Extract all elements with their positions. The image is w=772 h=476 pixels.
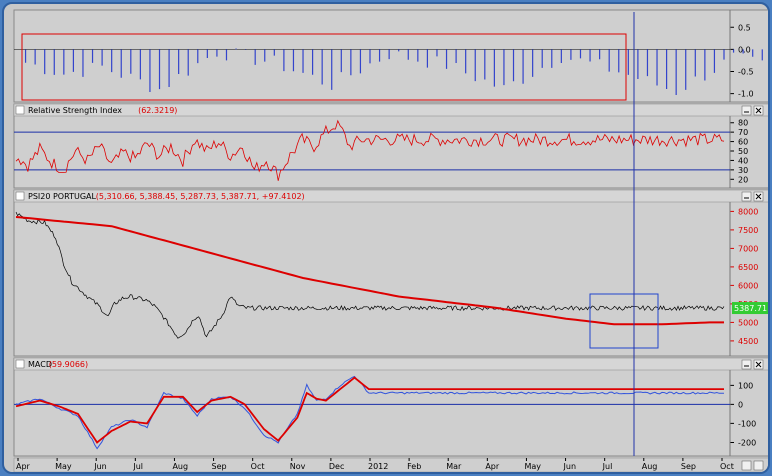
x-tick-label-11: Mar <box>446 462 462 471</box>
panel-header-macd <box>13 357 768 371</box>
x-tick-label-9: 2012 <box>368 462 388 471</box>
red-highlight-box <box>21 33 627 101</box>
panel-value-price: (5,310.66, 5,388.45, 5,287.73, 5,387.71,… <box>96 192 305 201</box>
panel-title-rsi: Relative Strength Index <box>28 106 122 115</box>
x-axis-bar <box>13 457 768 472</box>
tick-label-macd-1: 0 <box>738 400 743 409</box>
x-tick-label-10: Feb <box>407 462 421 471</box>
minimize-icon <box>741 359 752 370</box>
x-tick-label-3: Jul <box>132 462 143 471</box>
axis-close-icon <box>753 460 764 471</box>
minimize-icon <box>741 191 752 202</box>
tick-label-macd-0: 100 <box>738 381 753 390</box>
x-tick-label-4: Aug <box>172 462 188 471</box>
panel-header-price <box>13 189 768 203</box>
axis-minimize-icon <box>741 460 752 471</box>
tick-label-price-1: 7500 <box>738 226 758 235</box>
tick-label-rsi-1: 70 <box>738 128 748 137</box>
panel-icon-macd <box>15 359 25 369</box>
close-icon-glyph <box>755 193 762 200</box>
tick-label-price-7: 4500 <box>738 337 758 346</box>
tick-label-histogram-1: 0.0 <box>738 45 751 54</box>
x-tick-label-13: May <box>524 462 541 471</box>
panel-header-rsi <box>13 103 768 117</box>
panel-title-price: PSI20 PORTUGAL <box>28 192 96 201</box>
macd-line <box>15 375 725 450</box>
panel-price <box>13 189 768 357</box>
panel-icon-rsi <box>15 105 25 115</box>
minimize-icon <box>741 105 752 116</box>
x-tick-label-12: Apr <box>485 462 500 471</box>
tick-label-rsi-2: 60 <box>738 138 748 147</box>
x-tick-label-6: Oct <box>251 462 265 471</box>
panel-icon-price <box>15 191 25 201</box>
panel-value-macd: (59.9066) <box>49 360 88 369</box>
tick-label-rsi-5: 30 <box>738 166 748 175</box>
tick-label-price-4: 6000 <box>738 281 758 290</box>
x-tick-label-17: Sep <box>681 462 696 471</box>
x-tick-label-2: Jun <box>93 462 107 471</box>
tick-label-price-6: 5000 <box>738 318 758 327</box>
x-tick-label-14: Jun <box>563 462 577 471</box>
tick-label-rsi-6: 20 <box>738 175 748 184</box>
tick-label-rsi-4: 40 <box>738 156 748 165</box>
x-tick-label-5: Sep <box>212 462 227 471</box>
x-tick-label-16: Aug <box>642 462 658 471</box>
macd-signal-line <box>15 376 724 444</box>
last-price-label: 5387.71 <box>734 304 767 313</box>
panel-rsi <box>13 103 768 189</box>
tick-label-rsi-3: 50 <box>738 147 748 156</box>
tick-label-histogram-3: -1.0 <box>738 90 754 99</box>
last-price-box <box>732 302 768 315</box>
tick-label-macd-2: -100 <box>738 419 756 428</box>
tick-label-histogram-0: 0.5 <box>738 23 751 32</box>
tick-label-rsi-0: 80 <box>738 119 748 128</box>
moving-average-line <box>15 216 724 326</box>
rsi-line <box>15 119 725 181</box>
x-tick-label-15: Jul <box>602 462 613 471</box>
x-tick-label-1: May <box>55 462 72 471</box>
blue-highlight-box <box>589 293 659 349</box>
tick-label-macd-3: -200 <box>738 438 756 447</box>
price-line <box>15 211 725 339</box>
tick-label-price-0: 8000 <box>738 207 758 216</box>
tick-label-price-3: 6500 <box>738 263 758 272</box>
chart-canvas: Relative Strength Index (62.3219) PSI20 PO… <box>13 9 768 472</box>
x-tick-label-18: Oct <box>720 462 734 471</box>
panel-title-macd: MACD <box>28 360 52 369</box>
panel-histogram <box>13 9 768 103</box>
tick-label-price-2: 7000 <box>738 244 758 253</box>
panel-value-rsi: (62.3219) <box>138 106 177 115</box>
tick-label-histogram-2: -0.5 <box>738 67 754 76</box>
x-tick-label-8: Dec <box>329 462 344 471</box>
panel-macd <box>13 357 768 457</box>
close-icon-glyph <box>755 361 762 368</box>
close-icon-glyph <box>755 107 762 114</box>
x-tick-label-7: Nov <box>290 462 306 471</box>
x-tick-label-0: Apr <box>16 462 31 471</box>
